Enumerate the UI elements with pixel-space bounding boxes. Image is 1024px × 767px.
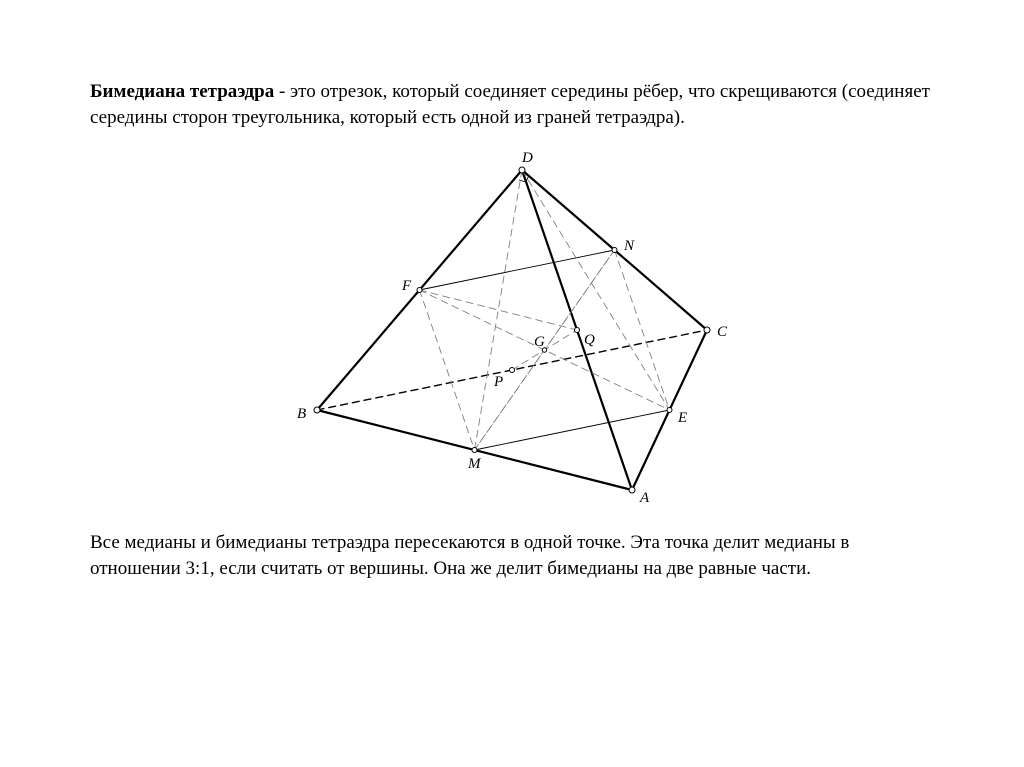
svg-text:B: B: [297, 406, 306, 422]
svg-text:P: P: [493, 374, 503, 390]
svg-text:M: M: [467, 456, 482, 472]
svg-text:N: N: [623, 238, 635, 254]
svg-text:F: F: [401, 278, 412, 294]
svg-text:E: E: [677, 410, 687, 426]
svg-text:C: C: [717, 324, 728, 340]
conclusion-paragraph: Все медианы и бимедианы тетраэдра пересе…: [90, 530, 934, 581]
figure-container: A B C D M E F N P Q G: [90, 150, 934, 520]
tetrahedron-diagram: A B C D M E F N P Q G: [262, 150, 762, 520]
term: Бимедиана тетраэдра: [90, 81, 274, 102]
svg-text:A: A: [639, 490, 650, 506]
svg-text:G: G: [534, 334, 545, 350]
svg-text:D: D: [521, 150, 533, 166]
svg-text:Q: Q: [584, 332, 595, 348]
definition-paragraph: Бимедиана тетраэдра - это отрезок, котор…: [90, 79, 934, 130]
